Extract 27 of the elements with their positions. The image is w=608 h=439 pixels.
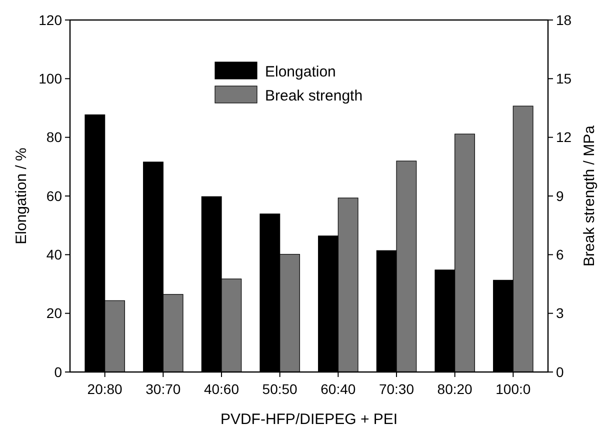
y-axis-title: Elongation / % xyxy=(13,148,30,244)
x-tick-label: 60:40 xyxy=(320,381,356,397)
x-tick-label: 100:0 xyxy=(496,381,531,397)
y2-tick-label: 15 xyxy=(556,70,572,87)
y2-tick-label: 0 xyxy=(556,364,564,380)
x-tick-label: 80:20 xyxy=(437,381,473,397)
y2-tick-label: 3 xyxy=(556,305,564,322)
x-tick-label: 50:50 xyxy=(262,381,298,397)
x-tick-label: 20:80 xyxy=(87,381,123,397)
legend-label: Break strength xyxy=(265,87,363,104)
y-tick-label: 80 xyxy=(46,129,62,146)
y-tick-label: 40 xyxy=(46,246,62,263)
y2-tick-label: 6 xyxy=(556,246,564,263)
legend-label: Elongation xyxy=(265,63,336,80)
x-tick-label: 70:30 xyxy=(378,381,414,397)
y2-tick-label: 9 xyxy=(556,188,564,204)
x-tick-label: 40:60 xyxy=(204,381,240,397)
y-tick-label: 20 xyxy=(46,305,62,322)
y-tick-label: 60 xyxy=(46,188,62,204)
y2-tick-label: 12 xyxy=(556,129,572,146)
y2-tick-label: 18 xyxy=(556,12,572,28)
y-tick-label: 100 xyxy=(38,70,62,87)
y-tick-label: 0 xyxy=(54,364,62,380)
y-tick-label: 120 xyxy=(38,12,62,28)
x-tick-label: 30:70 xyxy=(146,381,181,397)
x-axis-title: PVDF-HFP/DIEPEG + PEI xyxy=(220,411,398,428)
y2-axis-title: Break strength / MPa xyxy=(581,124,598,266)
